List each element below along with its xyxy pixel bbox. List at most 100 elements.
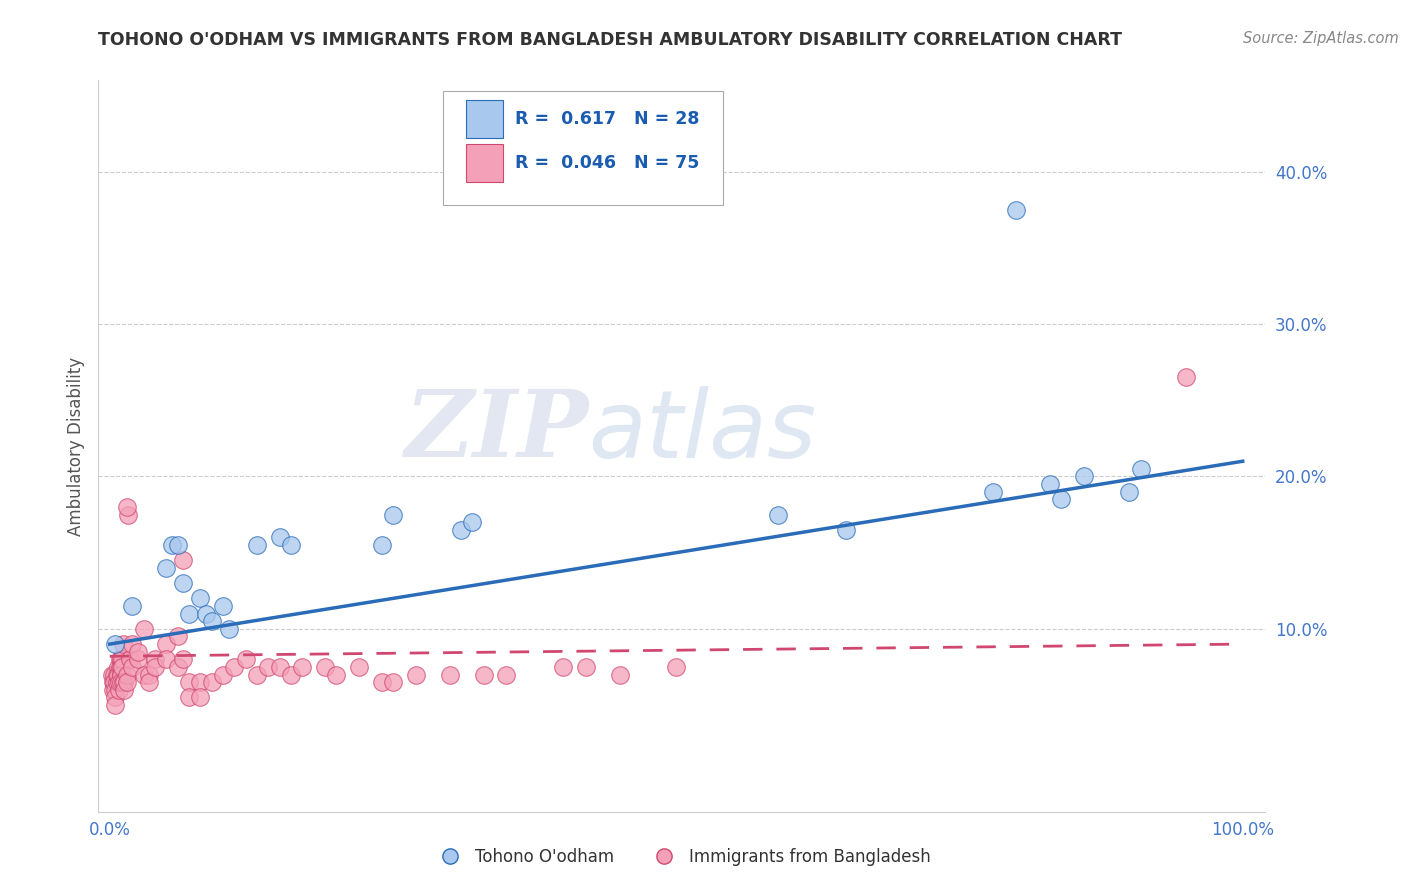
Point [172,576,194,591]
Point [104,698,127,712]
Point [115,675,138,690]
FancyBboxPatch shape [465,144,503,182]
Point [120,652,142,666]
Point [110,660,132,674]
Y-axis label: Ambulatory Disability: Ambulatory Disability [66,357,84,535]
Point [983,484,1005,499]
Point [280,667,302,681]
Point [111,660,134,674]
Point [160,538,183,552]
Point [835,523,858,537]
Point [103,675,125,690]
Point [177,675,200,690]
Point [115,667,138,681]
Point [575,660,598,674]
Point [218,622,240,636]
Point [104,682,127,697]
Point [132,667,155,681]
Point [190,675,212,690]
Point [609,667,631,681]
Point [665,660,688,674]
Point [177,690,200,705]
Point [472,667,495,681]
Point [1073,469,1095,483]
Point [291,660,314,674]
Point [269,530,291,544]
Point [325,667,347,681]
Point [105,667,128,681]
Point [177,607,200,621]
Point [1118,484,1140,499]
Point [114,675,136,690]
Text: R =  0.617   N = 28: R = 0.617 N = 28 [515,110,700,128]
Point [127,652,149,666]
Point [190,690,212,705]
Point [105,675,128,690]
Point [1005,202,1028,217]
Point [166,660,188,674]
Point [101,675,124,690]
Point [166,538,188,552]
Point [110,652,132,666]
Point [110,667,132,681]
Point [108,675,131,690]
Point [280,538,302,552]
Point [110,667,132,681]
Point [127,645,149,659]
Point [212,599,235,613]
Text: R =  0.046   N = 75: R = 0.046 N = 75 [515,154,699,172]
Point [155,637,177,651]
Point [1129,462,1152,476]
Point [201,675,224,690]
Text: atlas: atlas [589,386,817,477]
Point [190,591,212,606]
Point [112,675,135,690]
Point [166,630,188,644]
Point [155,561,177,575]
Point [495,667,517,681]
Point [110,675,132,690]
Point [347,660,370,674]
Point [112,637,135,651]
Point [111,652,134,666]
Point [1039,477,1062,491]
Point [121,599,143,613]
Legend: Tohono O'odham, Immigrants from Bangladesh: Tohono O'odham, Immigrants from Banglade… [426,841,938,873]
Point [143,660,166,674]
Point [382,508,405,522]
Point [235,652,257,666]
Point [117,508,139,522]
Point [155,652,177,666]
Point [450,523,472,537]
Point [257,660,280,674]
Point [370,675,392,690]
Point [108,660,131,674]
Point [101,682,124,697]
FancyBboxPatch shape [443,91,723,204]
FancyBboxPatch shape [465,100,503,138]
Point [103,667,125,681]
Text: ZIP: ZIP [405,386,589,476]
Text: Source: ZipAtlas.com: Source: ZipAtlas.com [1243,31,1399,46]
Point [114,682,136,697]
Point [138,667,160,681]
Point [461,515,484,529]
Point [246,667,269,681]
Point [121,637,143,651]
Point [201,614,224,628]
Point [101,667,124,681]
Point [104,637,127,651]
Point [439,667,461,681]
Point [370,538,392,552]
Point [314,660,336,674]
Point [107,667,129,681]
Point [172,553,194,567]
Point [1175,370,1198,384]
Point [269,660,291,674]
Point [224,660,246,674]
Point [108,682,131,697]
Point [195,607,218,621]
Point [172,652,194,666]
Point [132,622,155,636]
Point [405,667,427,681]
